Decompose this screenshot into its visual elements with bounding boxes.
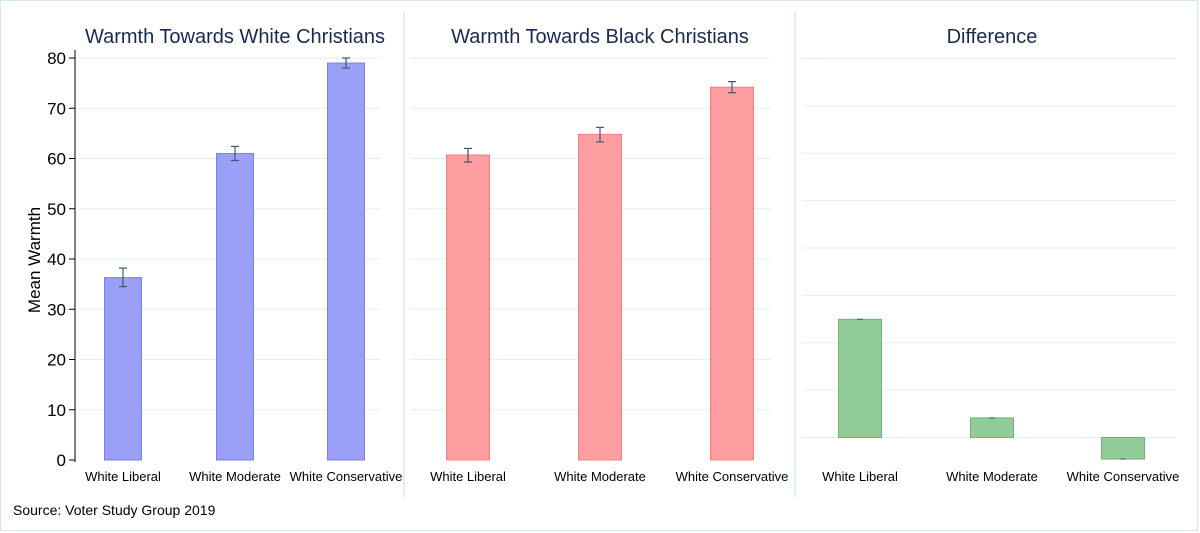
y-tick-label: 80 [47, 49, 66, 68]
panel-dividers [403, 12, 796, 497]
y-tick-label: 40 [47, 250, 66, 269]
panel-white-christians: Warmth Towards White Christians White Li… [80, 26, 402, 484]
source-note: Source: Voter Study Group 2019 [13, 502, 216, 518]
y-tick-label: 20 [47, 351, 66, 370]
y-tick-label: 30 [47, 300, 66, 319]
panel-title-white-christians: Warmth Towards White Christians [85, 26, 385, 48]
bar [446, 154, 490, 461]
bar [327, 62, 365, 461]
bar [578, 133, 622, 461]
bar [710, 86, 754, 461]
category-label: White Conservative [676, 469, 789, 484]
category-label: White Conservative [1067, 469, 1180, 484]
y-tick-label: 70 [47, 99, 66, 118]
panel-black-christians: Warmth Towards Black Christians White Li… [410, 26, 788, 484]
error-bar [728, 81, 736, 94]
error-bar [119, 267, 127, 288]
bar [104, 277, 142, 461]
panel-difference: Difference White Liberal White Moderate Wh… [802, 26, 1179, 484]
category-label: White Liberal [822, 469, 898, 484]
y-axis: Mean Warmth 0 10 20 30 40 50 60 70 80 [25, 49, 76, 470]
category-label: White Conservative [290, 469, 403, 484]
error-bar [596, 126, 604, 143]
bar [1101, 437, 1145, 460]
y-axis-title: Mean Warmth [25, 207, 44, 313]
bar [216, 152, 254, 461]
category-label: White Liberal [430, 469, 506, 484]
category-label: White Moderate [946, 469, 1038, 484]
error-bar [231, 145, 239, 162]
category-label: White Moderate [189, 469, 281, 484]
error-bar [342, 57, 350, 69]
y-tick-label: 0 [57, 451, 66, 470]
error-bar [464, 147, 472, 163]
y-tick-label: 50 [47, 200, 66, 219]
bar [970, 417, 1014, 439]
category-label: White Liberal [85, 469, 161, 484]
y-tick-label: 10 [47, 401, 66, 420]
category-label: White Moderate [554, 469, 646, 484]
panel-title-black-christians: Warmth Towards Black Christians [451, 26, 749, 48]
y-tick-label: 60 [47, 150, 66, 169]
bar [838, 318, 882, 439]
panel-title-difference: Difference [947, 26, 1038, 48]
